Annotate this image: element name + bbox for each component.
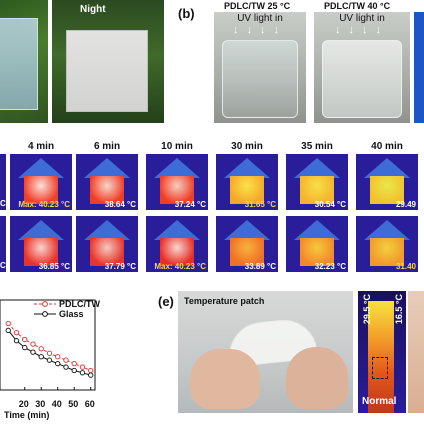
temperature-value: Max: 40.23 °C	[154, 262, 206, 271]
time-label: 35 min	[301, 141, 333, 152]
thermal-image: 32.23 °C	[286, 216, 348, 272]
legend-entry-glass: Glass	[34, 309, 100, 319]
thermal-image: 31.40	[356, 216, 418, 272]
thermal-edge-strip	[0, 154, 6, 210]
patch-title: Temperature patch	[184, 296, 265, 306]
thermal-image: Max: 40.23 °C	[146, 216, 208, 272]
thermal-image: 38.64 °C	[76, 154, 138, 210]
data-point	[30, 341, 36, 347]
uv-light-label: UV light in	[339, 13, 385, 24]
data-point	[22, 344, 28, 351]
temperature-value: 38.64 °C	[104, 200, 136, 209]
data-point	[55, 354, 61, 360]
temperature-value: 37.24 °C	[174, 200, 206, 209]
plot-frame	[0, 299, 96, 391]
normal-label: Normal	[362, 396, 397, 407]
data-point	[63, 364, 69, 370]
scale-high-label: 29.5 °C	[362, 294, 372, 325]
night-photo	[52, 0, 164, 123]
thermal-arm-image	[358, 291, 406, 413]
data-point	[46, 350, 53, 356]
data-point	[63, 357, 69, 363]
data-point	[79, 364, 86, 370]
chart-legend: PDLC/TW Glass	[34, 299, 100, 319]
time-label: 6 min	[93, 141, 121, 152]
data-point	[71, 367, 77, 374]
uv-photo-edge	[414, 12, 424, 123]
data-point	[55, 360, 61, 367]
data-point	[88, 372, 94, 378]
temperature-value: 29.49	[395, 200, 416, 209]
temperature-value: 37.79 °C	[104, 262, 136, 271]
x-tick-label: 20	[18, 399, 29, 409]
temperature-value: Max: 40.23 °C	[18, 200, 70, 209]
edge-unit-label: C	[0, 199, 6, 208]
temperature-value: 31.40	[395, 262, 416, 271]
data-point	[88, 367, 94, 374]
data-point	[30, 349, 36, 355]
scale-low-label: 16.5 °C	[394, 294, 404, 325]
x-tick-label: 30	[35, 399, 46, 409]
temperature-value: 30.54 °C	[314, 200, 346, 209]
x-tick-label: 60	[84, 399, 95, 409]
thermal-image: 31.65 °C	[216, 154, 278, 210]
data-point	[71, 360, 77, 367]
caption-pdlc-25: PDLC/TW 25 °C	[224, 1, 291, 11]
time-label: 10 min	[161, 141, 193, 152]
data-point	[22, 336, 28, 343]
uv-light-label: UV light in	[237, 13, 283, 24]
temperature-value: 33.89 °C	[244, 262, 276, 271]
thermal-edge-strip	[0, 216, 6, 272]
thermal-image: 37.24 °C	[146, 154, 208, 210]
thermal-image: 36.85 °C	[10, 216, 72, 272]
temperature-value: 31.65 °C	[244, 200, 276, 209]
thermal-image: Max: 40.23 °C	[10, 154, 72, 210]
arm-photo	[408, 291, 424, 413]
caption-pdlc-40: PDLC/TW 40 °C	[324, 1, 391, 11]
data-point	[13, 330, 20, 336]
legend-label-pdlc: PDLC/TW	[59, 299, 100, 309]
x-tick-label: 50	[68, 399, 79, 409]
time-label: 40 min	[371, 141, 403, 152]
data-point	[13, 338, 20, 344]
data-point	[46, 357, 53, 363]
panel-b-label: (b)	[178, 6, 195, 21]
thermal-image: 30.54 °C	[286, 154, 348, 210]
legend-entry-pdlc: PDLC/TW	[34, 299, 100, 309]
x-axis-label: Time (min)	[4, 410, 50, 420]
panel-e-label: (e)	[158, 294, 174, 309]
temperature-value: 32.23 °C	[314, 262, 346, 271]
thermal-image: 29.49	[356, 154, 418, 210]
thermal-image: 33.89 °C	[216, 216, 278, 272]
temperature-value: 36.85 °C	[38, 262, 70, 271]
cooling-line-chart	[0, 299, 96, 391]
time-label: 30 min	[231, 141, 263, 152]
uv-photo-40: UV light in ↓↓↓↓	[314, 12, 410, 123]
data-point	[38, 346, 44, 352]
data-point	[79, 370, 86, 376]
legend-label-glass: Glass	[59, 309, 84, 319]
data-point	[38, 354, 44, 360]
data-point	[5, 320, 11, 327]
window-photo-left	[0, 0, 48, 123]
time-label: 4 min	[27, 141, 55, 152]
uv-arrows-icon: ↓↓↓↓	[335, 24, 389, 36]
uv-arrows-icon: ↓↓↓↓	[233, 24, 287, 36]
thermal-image: 37.79 °C	[76, 216, 138, 272]
night-label: Night	[80, 4, 106, 15]
data-point	[5, 327, 11, 334]
edge-unit-label: C	[0, 261, 6, 270]
uv-photo-25: UV light in ↓↓↓↓	[214, 12, 306, 123]
series-line-0	[7, 323, 91, 371]
x-tick-label: 40	[51, 399, 62, 409]
temperature-patch-photo	[178, 291, 353, 413]
